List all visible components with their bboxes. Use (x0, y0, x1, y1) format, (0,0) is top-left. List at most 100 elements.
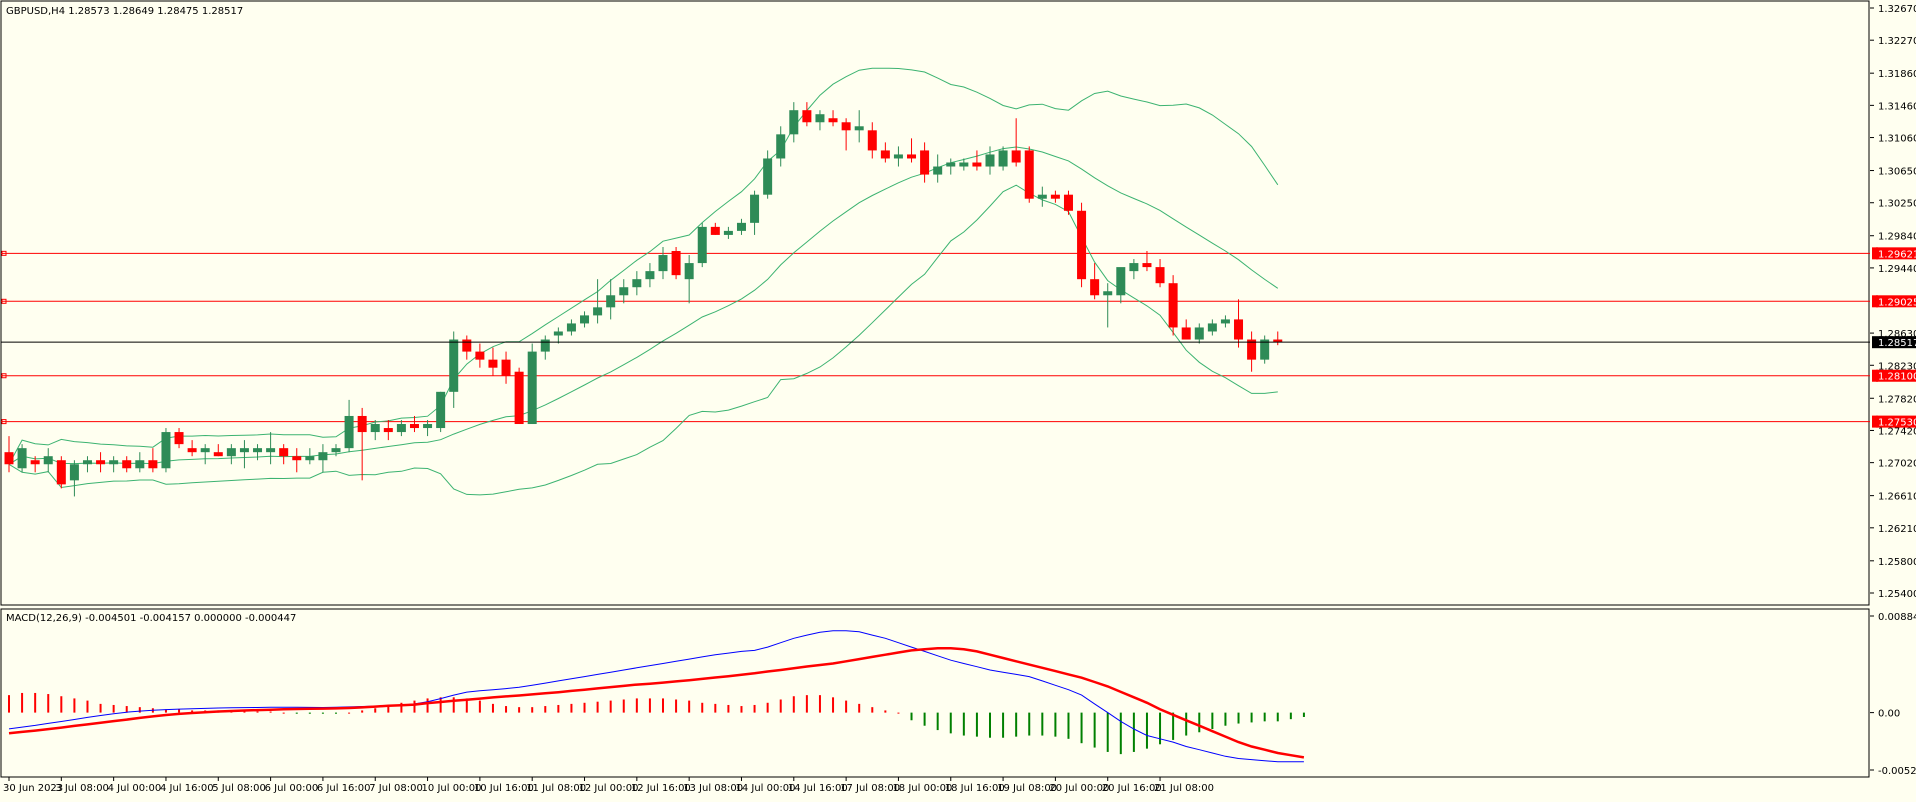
price-axis: 1.32670 1.32270 1.31860 1.31460 1.31060 1.306… (1870, 4, 1916, 600)
price-tick-label: 1.28230 (1878, 361, 1916, 372)
time-tick-label: 4 Jul 16:00 (160, 783, 214, 794)
candle-bull (946, 162, 956, 167)
time-tick-label: 20 Jul 00:00 (1049, 783, 1109, 794)
candle-bear (30, 460, 40, 465)
candle-bull (776, 134, 786, 159)
level-label: 1.27530 (1878, 418, 1916, 429)
candle-bear (841, 122, 851, 131)
macd-info: MACD(12,26,9) -0.004501 -0.004157 0.0000… (6, 613, 296, 624)
candle-bear (1077, 210, 1087, 280)
candle-bear (1011, 150, 1021, 163)
candle-bear (1050, 194, 1060, 199)
candle-bull (632, 279, 642, 288)
candle-bull (619, 287, 629, 296)
candle-bull (1103, 291, 1113, 296)
candle-bull (344, 415, 354, 449)
candle-bear (1142, 263, 1152, 268)
time-tick-label: 10 Jul 16:00 (474, 783, 534, 794)
price-tick-label: 1.31860 (1878, 69, 1916, 80)
candle-bear (383, 428, 393, 433)
price-tick-label: 1.32670 (1878, 4, 1916, 15)
price-tick-label: 1.32270 (1878, 36, 1916, 47)
candle-bear (1155, 267, 1165, 284)
bollinger-bands (8, 67, 1279, 496)
level-anchor (1, 250, 7, 256)
band-middle (8, 146, 1279, 465)
candle-bull (933, 166, 943, 175)
level-tag (1876, 415, 1916, 428)
candle-bull (750, 194, 760, 223)
candle-bear (213, 452, 223, 457)
level-label: 1.28100 (1878, 372, 1916, 383)
candle-bull (959, 162, 969, 167)
level-anchor (1, 298, 7, 304)
level-marker (1872, 247, 1878, 260)
current-price-line: 1.28517 (1, 336, 1916, 349)
price-tick-label: 1.27820 (1878, 394, 1916, 405)
candle-bull (239, 448, 249, 453)
candle-bull (580, 315, 590, 324)
candle-bear (802, 110, 812, 123)
candle-bear (56, 460, 66, 485)
candle-bull (161, 432, 171, 469)
candle-bull (553, 331, 563, 336)
candle-bull (135, 460, 145, 469)
price-tick-label: 1.31460 (1878, 101, 1916, 112)
candle-bull (1260, 339, 1270, 360)
time-tick-label: 10 Jul 00:00 (422, 783, 482, 794)
candle-bear (462, 339, 472, 352)
time-tick-label: 12 Jul 00:00 (579, 783, 639, 794)
main-pane-frame (0, 0, 1870, 606)
candle-bull (789, 110, 799, 135)
candle-bear (4, 452, 14, 465)
candle-bear (409, 424, 419, 429)
price-tag (1872, 336, 1916, 349)
symbol-info: GBPUSD,H4 1.28573 1.28649 1.28475 1.2851… (6, 6, 243, 17)
time-tick-label: 14 Jul 00:00 (735, 783, 795, 794)
candle-bear (972, 162, 982, 167)
price-tick-label: 1.25800 (1878, 557, 1916, 568)
candle-bear (475, 351, 485, 360)
candle-bull (1129, 263, 1139, 272)
candle-bull (566, 323, 576, 332)
candle-bull (423, 424, 433, 429)
level-tag (1876, 247, 1916, 260)
candle-bear (880, 150, 890, 159)
time-tick-label: 6 Jul 00:00 (265, 783, 319, 794)
candle-bull (697, 226, 707, 264)
candle-bull (253, 448, 263, 453)
time-tick-label: 5 Jul 08:00 (212, 783, 266, 794)
price-tick-label: 1.26610 (1878, 492, 1916, 503)
candle-bull (736, 222, 746, 231)
macd-line (8, 630, 1304, 763)
level-label: 1.29621 (1878, 249, 1916, 260)
time-tick-label: 20 Jul 16:00 (1102, 783, 1162, 794)
level-label: 1.29025 (1878, 297, 1916, 308)
candle-bear (148, 460, 158, 469)
candle-bear (828, 118, 838, 123)
candle-bull (331, 448, 341, 453)
candle-bull (1194, 327, 1204, 340)
candle-bull (1220, 319, 1230, 324)
time-tick-label: 11 Jul 08:00 (526, 783, 586, 794)
candle-bull (82, 460, 92, 465)
candle-bull (998, 150, 1008, 167)
candle-bear (501, 359, 511, 376)
candle-bear (292, 456, 302, 461)
candle-bull (606, 295, 616, 308)
time-tick-label: 14 Jul 16:00 (788, 783, 848, 794)
price-tick-label: 1.25400 (1878, 589, 1916, 600)
candle-bear (1234, 319, 1244, 340)
macd-indicator: 0.008845 0.00 -0.005254 (8, 612, 1916, 777)
candle-bear (1024, 150, 1034, 199)
candle-bear (187, 448, 197, 453)
price-tick-label: 1.28630 (1878, 329, 1916, 340)
band-upper (8, 67, 1279, 465)
candle-bull (69, 464, 79, 481)
signal-line (8, 646, 1305, 759)
macd-tick-label: 0.00 (1878, 709, 1900, 720)
price-tick-label: 1.29840 (1878, 232, 1916, 243)
candle-bull (684, 263, 694, 280)
